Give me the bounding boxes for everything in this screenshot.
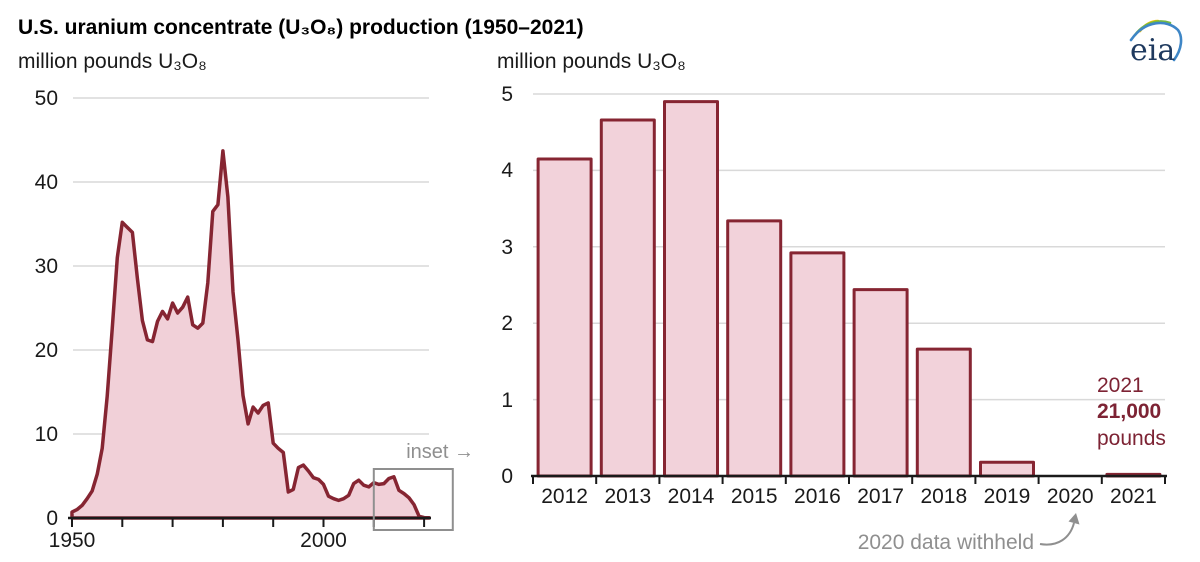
eia-logo: eia — [1129, 19, 1183, 66]
bar-2019 — [979, 460, 1035, 478]
logo-arc-blue — [1129, 21, 1183, 62]
inset-region-box — [372, 468, 454, 531]
right-x-tick-label-2014: 2014 — [667, 485, 715, 508]
left-y-tick-label-30: 30 — [34, 255, 58, 278]
left-y-tick-label-10: 10 — [34, 423, 58, 446]
page-title: U.S. uranium concentrate (U₃O₈) producti… — [18, 16, 584, 39]
right-x-tick-label-2016: 2016 — [794, 485, 841, 508]
withheld-arrow-head — [1068, 513, 1080, 525]
bar-2015 — [726, 219, 783, 478]
annotation-2021-year: 2021 — [1097, 374, 1144, 397]
area-series-production — [70, 149, 431, 520]
left-chart-axis-title: million pounds U₃O₈ — [18, 50, 207, 73]
bar-2014 — [663, 100, 719, 478]
right-y-tick-label-4: 4 — [501, 159, 513, 183]
inset-arrow-icon: → — [454, 441, 474, 463]
right-x-tick-label-2021: 2021 — [1110, 485, 1157, 508]
right-x-tick-label-2017: 2017 — [857, 485, 904, 508]
right-y-tick-label-2: 2 — [501, 312, 513, 336]
left-y-tick-label-50: 50 — [34, 87, 58, 110]
bar-2018 — [915, 347, 972, 478]
right-x-tick-label-2018: 2018 — [920, 485, 968, 508]
right-x-tick-label-2015: 2015 — [730, 485, 778, 508]
bar-2016 — [789, 251, 846, 478]
right-y-tick-label-3: 3 — [501, 235, 513, 259]
bar-2013 — [599, 118, 656, 478]
left-y-tick-label-40: 40 — [34, 171, 58, 194]
left-x-tick-label-1950: 1950 — [48, 529, 96, 552]
left-y-tick-label-0: 0 — [46, 507, 58, 530]
right-x-tick-label-2020: 2020 — [1046, 485, 1094, 508]
annotation-2021-value: 21,000 — [1097, 400, 1162, 423]
withheld-arrow-line — [1039, 522, 1075, 546]
right-x-tick-label-2012: 2012 — [541, 485, 588, 508]
annotation-2021-unit: pounds — [1097, 427, 1166, 450]
right-chart-axis-title: million pounds U₃O₈ — [497, 50, 686, 73]
logo-wordmark: eia — [1130, 33, 1175, 66]
inset-label: inset — [406, 441, 449, 463]
right-y-tick-label-0: 0 — [501, 465, 513, 488]
withheld-note: 2020 data withheld — [857, 531, 1034, 554]
bar-2017 — [852, 288, 909, 478]
right-x-tick-label-2019: 2019 — [983, 485, 1031, 508]
right-y-tick-label-5: 5 — [501, 83, 513, 106]
inset-callout: inset → — [390, 441, 474, 464]
right-x-tick-label-2013: 2013 — [604, 485, 652, 508]
left-x-tick-label-2000: 2000 — [300, 529, 347, 552]
right-y-tick-label-1: 1 — [501, 388, 513, 412]
bar-2012 — [536, 157, 593, 478]
left-y-tick-label-20: 20 — [34, 339, 58, 362]
